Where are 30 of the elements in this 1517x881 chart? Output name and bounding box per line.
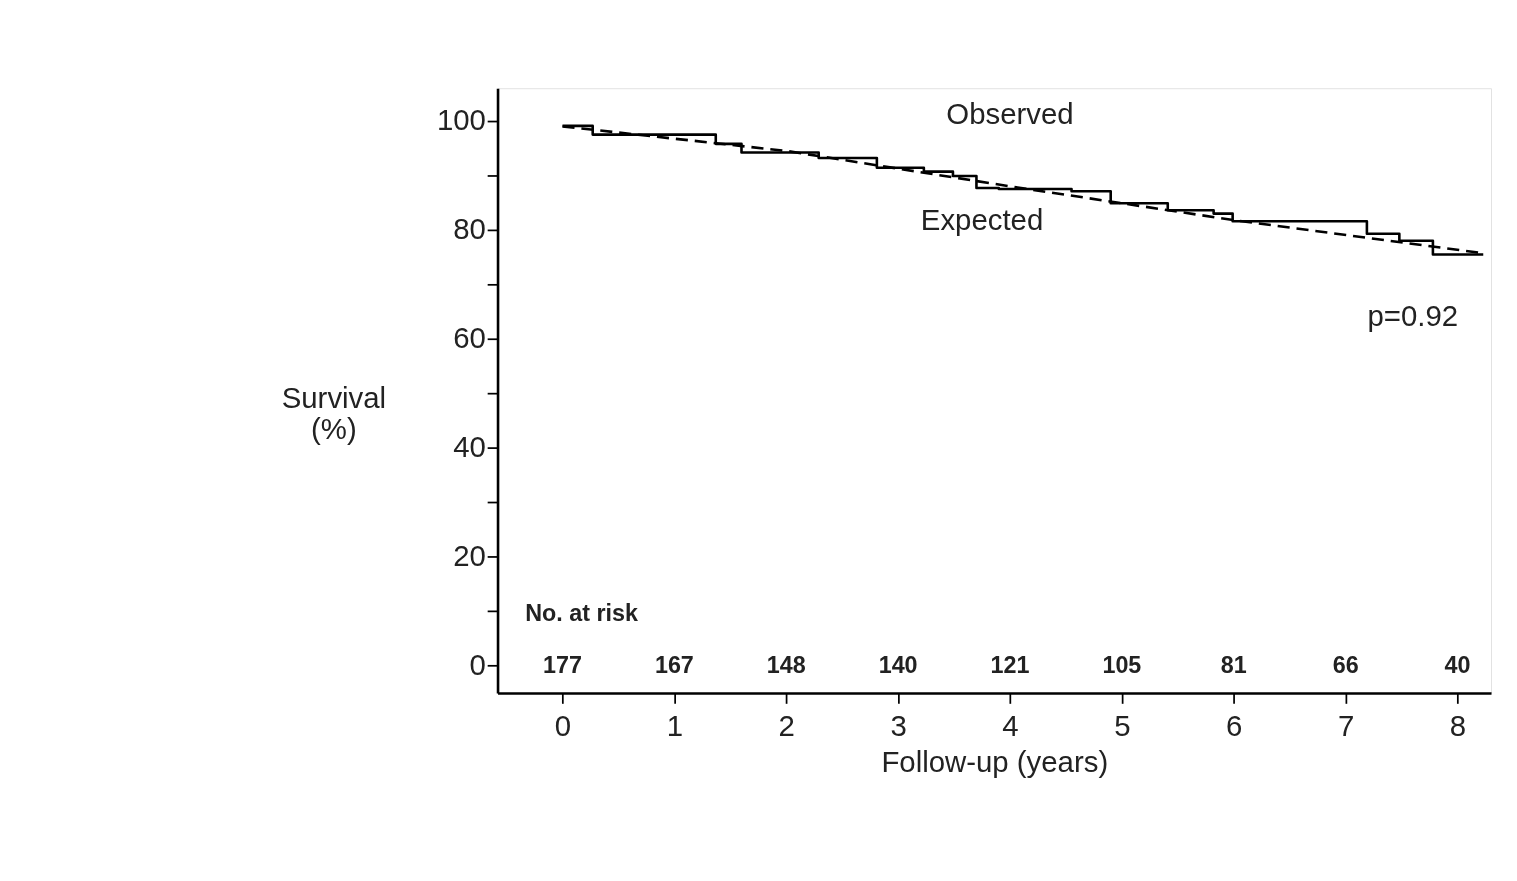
x-tick-label: 5 [1114, 708, 1131, 742]
y-tick-label: 100 [436, 103, 486, 137]
y-tick-label: 80 [453, 212, 486, 245]
x-tick-label: 7 [1337, 708, 1355, 742]
annotation: Observed [946, 97, 1074, 131]
annotation: 40 [1444, 651, 1471, 678]
x-tick-label: 6 [1226, 708, 1243, 742]
annotation: 177 [543, 651, 582, 678]
annotation: No. at risk [525, 599, 638, 626]
annotation: 81 [1220, 651, 1247, 678]
x-tick-label: 8 [1449, 708, 1467, 742]
annotation: 140 [878, 651, 918, 678]
y-axis-title: Survival (%) [281, 381, 387, 446]
annotation: 121 [990, 651, 1030, 678]
x-axis-title: Follow-up (years) [881, 745, 1109, 779]
x-tick-label: 4 [1002, 708, 1019, 742]
x-tick-label: 3 [890, 708, 907, 742]
y-tick-label: 60 [453, 320, 486, 354]
y-tick-label: 20 [453, 538, 486, 572]
annotation: 167 [654, 651, 694, 678]
x-tick-label: 0 [554, 708, 572, 742]
annotation: p=0.92 [1367, 298, 1459, 332]
annotation: 148 [766, 651, 806, 678]
annotation: 66 [1332, 651, 1359, 678]
x-tick-label: 1 [666, 708, 683, 742]
annotation: Expected [920, 203, 1044, 237]
y-tick-label: 0 [469, 647, 486, 681]
y-tick-label: 40 [453, 429, 486, 463]
annotation: 105 [1102, 651, 1142, 678]
x-tick-label: 2 [778, 708, 795, 742]
